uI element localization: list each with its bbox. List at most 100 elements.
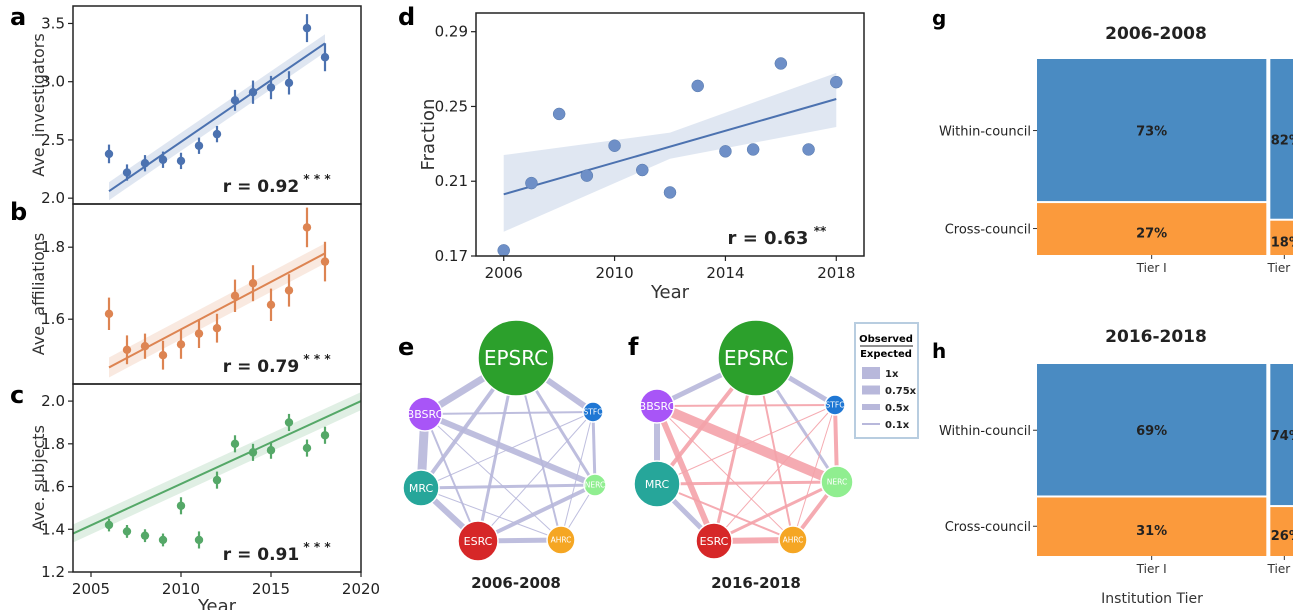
point-b-2013	[230, 291, 240, 300]
edge-e-ESRC-NERC	[476, 483, 597, 543]
panel-letter-h: h	[932, 339, 946, 363]
r-stars-a: * * *	[303, 172, 331, 186]
panel-letter-g: g	[932, 6, 946, 30]
panel-letter-b: b	[10, 198, 27, 226]
cell-label-cross-g-1: 18%	[1271, 235, 1293, 250]
ytick-label-d-0.25: 0.25	[435, 97, 468, 115]
point-d-2007	[525, 176, 538, 190]
point-b-2010	[176, 340, 186, 349]
fit-line-c	[72, 400, 362, 535]
xlabel-d: Year	[650, 282, 690, 303]
node-label-e-BBSRC: BBSRC	[407, 408, 444, 421]
node-label-e-MRC: MRC	[409, 482, 434, 495]
mosaic-xtick-label-h-1: Tier II	[1267, 562, 1293, 576]
ylabel-c: Ave. subjects	[29, 425, 48, 531]
point-c-2015	[266, 446, 276, 455]
node-label-f-ESRC: ESRC	[700, 535, 729, 548]
ytick-label-c-1.8: 1.8	[41, 435, 65, 453]
edge-e-MRC-NERC	[419, 483, 597, 490]
panel-letter-c: c	[10, 381, 24, 409]
ylabel-a: Ave. investigators	[29, 33, 48, 176]
point-b-2008	[140, 342, 150, 351]
mosaic-xlabel: Institution Tier	[1101, 591, 1203, 607]
mosaic-g: 2006-2008 73% 27% Tier I 82% 18% Tier II Within…	[939, 24, 1293, 275]
node-f-AHRC	[778, 525, 808, 555]
point-a-2007	[122, 168, 132, 177]
point-b-2011	[194, 329, 204, 338]
ytick-label-b-1.6: 1.6	[41, 310, 65, 328]
mosaic-row-label-h-0: Within-council	[939, 424, 1031, 439]
mosaic-title-g: 2006-2008	[1105, 24, 1207, 44]
r-value-c: r = 0.91	[223, 545, 299, 565]
ytick-label-d-0.21: 0.21	[435, 172, 468, 190]
node-f-ESRC	[695, 522, 733, 560]
point-c-2007	[122, 527, 132, 536]
panel-letter-f: f	[628, 333, 639, 361]
point-c-2014	[248, 448, 258, 457]
xtick-label-d-2014: 2014	[706, 264, 744, 282]
edge-f-MRC-NERC	[655, 480, 839, 486]
frame-d	[475, 12, 865, 257]
r-value-d: r = 0.63	[728, 228, 809, 249]
point-a-2011	[194, 141, 204, 150]
edge-f-AHRC-STFC	[792, 404, 836, 541]
xlabel-c: Year	[197, 596, 237, 610]
node-e-MRC	[402, 469, 440, 507]
cell-cross-h-0	[1037, 497, 1267, 556]
point-a-2017	[302, 23, 312, 33]
node-f-EPSRC	[717, 319, 795, 397]
point-d-2018	[830, 75, 843, 89]
point-c-2006	[104, 520, 114, 530]
edge-e-ESRC-STFC	[477, 411, 594, 542]
edge-f-BBSRC-ESRC	[654, 403, 717, 544]
edge-e-BBSRC-AHRC	[424, 413, 562, 541]
xtick-label-d-2018: 2018	[817, 264, 855, 282]
node-e-AHRC	[546, 525, 576, 555]
edge-f-BBSRC-STFC	[656, 404, 836, 407]
mosaic-row-label-h-1: Cross-council	[945, 520, 1031, 535]
node-label-e-NERC: NERC	[585, 481, 605, 490]
edge-e-MRC-STFC	[420, 411, 594, 489]
point-c-2011	[194, 535, 204, 545]
node-f-BBSRC	[639, 388, 675, 424]
panel-letter-a: a	[10, 3, 26, 31]
legend-title-observed: Observed	[859, 334, 913, 345]
point-a-2012	[212, 129, 222, 139]
point-b-2015	[266, 300, 276, 309]
ylabel-b: Ave. affiliations	[29, 233, 48, 355]
point-d-2006	[497, 244, 510, 257]
point-c-2017	[302, 443, 312, 453]
edge-f-ESRC-STFC	[713, 404, 836, 542]
point-b-2017	[302, 223, 312, 232]
edge-f-BBSRC-AHRC	[656, 405, 794, 541]
point-d-2016	[774, 57, 788, 70]
r-value-a: r = 0.92	[223, 177, 299, 197]
node-label-f-NERC: NERC	[827, 478, 847, 487]
point-d-2008	[552, 107, 566, 121]
r-stars-b: * * *	[303, 352, 331, 366]
point-a-2010	[176, 156, 186, 166]
chart-c: 1.2 1.4 1.6 1.8 2.0 2005 2010 2015 2020 Ave. subj…	[29, 383, 380, 610]
point-d-2011	[636, 163, 649, 177]
node-e-EPSRC	[477, 319, 555, 397]
r-stars-c: * * *	[303, 540, 331, 554]
point-a-2015	[266, 83, 276, 92]
edge-f-ESRC-NERC	[712, 480, 839, 543]
r-stars-d: **	[814, 224, 827, 238]
point-a-2016	[284, 78, 294, 88]
node-label-f-MRC: MRC	[645, 478, 670, 491]
cell-label-within-g-1: 82%	[1271, 133, 1293, 148]
node-label-e-EPSRC: EPSRC	[484, 346, 548, 370]
fit-line-a	[108, 42, 326, 193]
ytick-label-a-3.0: 3.0	[41, 73, 65, 91]
point-b-2016	[284, 286, 294, 295]
mosaic-xtick-label-h-0: Tier I	[1136, 562, 1167, 576]
point-c-2016	[284, 418, 294, 427]
edge-e-AHRC-STFC	[560, 411, 594, 541]
ytick-label-c-2.0: 2.0	[41, 392, 65, 410]
cell-within-g-1	[1270, 59, 1293, 219]
xtick-label-c-2010: 2010	[162, 580, 200, 598]
edge-e-NERC-STFC	[591, 410, 597, 487]
fit-line-d	[503, 98, 837, 196]
point-c-2009	[158, 535, 168, 545]
